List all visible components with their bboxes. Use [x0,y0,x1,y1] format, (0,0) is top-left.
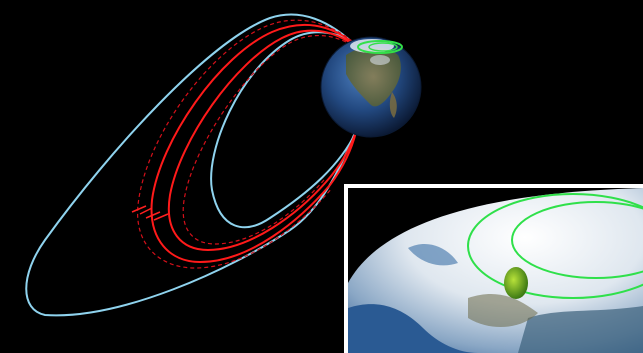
field-line-tick-marks [131,205,169,221]
inner-field-line [210,31,359,229]
polar-region-inset [344,184,643,353]
outer-field-line [25,13,359,317]
auroral-oval-inset [467,193,643,299]
inset-globe-view [348,188,643,353]
red-dashed-field-line-1 [137,19,359,269]
red-dashed-field-line-2 [182,34,359,245]
red-field-line-outer [150,23,359,264]
earth-globe [320,36,422,138]
inset-ocean [348,304,478,353]
red-field-line-inner [167,29,359,252]
aurora-patch [504,267,528,299]
auroral-oval-globe [357,40,403,54]
